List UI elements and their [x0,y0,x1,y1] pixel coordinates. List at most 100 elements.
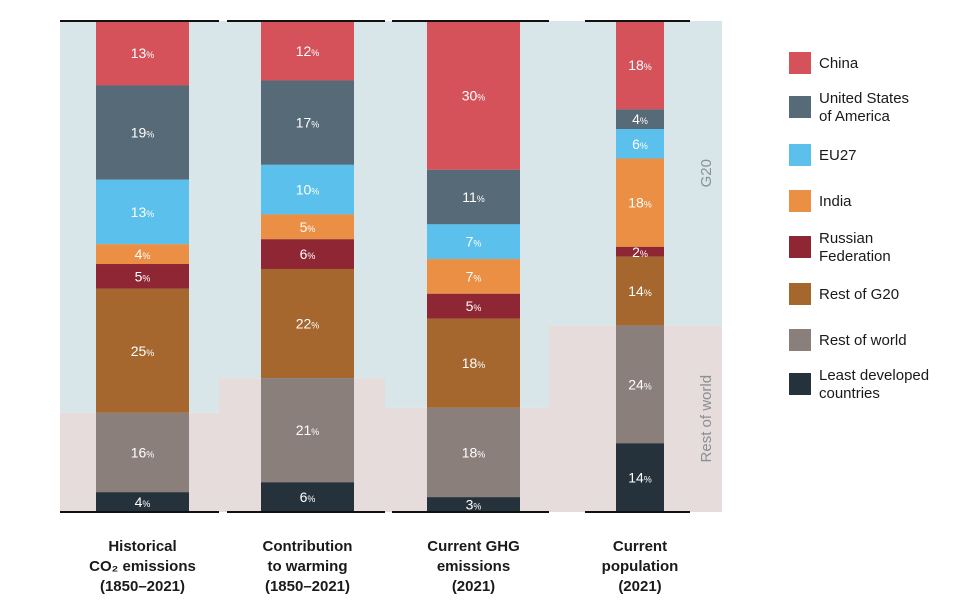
bar-value-label: 5% [300,219,316,235]
bar-value-label: 10% [296,182,320,198]
bar-segment [261,239,354,269]
bar-value-label: 24% [628,376,652,392]
bar-value-label: 16% [131,444,155,460]
bar-frame-lines [60,20,690,513]
x-tick-label: Current [613,538,667,555]
g20-background [549,21,585,326]
bar-value-label: 14% [628,470,652,486]
bar-segment [616,256,664,326]
x-tick-label: (1850–2021) [100,578,185,595]
bar-segment [96,412,189,493]
stacked-bars [96,21,664,512]
x-tick-label: CO₂ emissions [89,558,196,575]
legend-swatch [789,144,811,166]
bar-segment [616,158,664,247]
legend-label: of America [819,108,891,125]
legend-swatch [789,190,811,212]
x-tick-label: to warming [267,558,347,575]
legend-label: Russian [819,230,873,247]
bar-value-label: 18% [628,195,652,211]
bar-segment [616,443,664,512]
bar-segment [616,129,664,159]
x-tick-label: emissions [437,558,510,575]
rest-of-world-background [219,378,227,512]
bar-segment [261,268,354,379]
bar-segment [427,169,520,225]
legend-swatch [789,96,811,118]
x-tick-label: Current GHG [427,538,520,555]
bar-value-label: 3% [466,497,482,513]
group-labels: G20 Rest of world [698,159,715,462]
bar-value-label: 17% [296,115,320,131]
x-tick-label: Contribution [263,538,353,555]
bar-segment [261,214,354,240]
bar-value-label: 18% [462,355,486,371]
bar-segment [616,246,664,257]
bar-segment [427,224,520,260]
bar-value-label: 4% [135,246,151,262]
g20-background [219,21,227,379]
x-axis-labels: Historical CO₂ emissions (1850–2021) Contri… [89,538,678,595]
bar-segment [616,109,664,130]
legend-swatch [789,283,811,305]
bar-segment [96,21,189,86]
bar-segment [427,407,520,498]
legend-label: EU27 [819,147,857,164]
bar-value-label: 18% [628,57,652,73]
legend-swatch [789,329,811,351]
bar-value-label: 22% [296,316,320,332]
bar-value-label: 7% [466,268,482,284]
bar-segment [261,21,354,81]
g20-background [690,21,722,326]
x-tick-label: (2021) [618,578,661,595]
legend-label: countries [819,385,880,402]
bar-value-label: 6% [300,246,316,262]
legend-swatch [789,52,811,74]
legend-swatch [789,373,811,395]
legend-label: China [819,55,859,72]
legend-label: Rest of G20 [819,286,899,303]
segment-labels: 13% 19% 13% 4% 5% 25% 16% 4% 12% 17% 10% 5% 6% 22% 21%… [131,43,652,513]
legend-label: United States [819,90,909,107]
bar-segment [96,264,189,289]
bar-value-label: 13% [131,204,155,220]
x-tick-label: (1850–2021) [265,578,350,595]
bar-value-label: 11% [462,189,485,205]
bar-segment [96,288,189,413]
bar-segment [427,293,520,319]
rest-of-world-background [549,325,585,512]
bar-value-label: 2% [632,244,648,260]
bar-value-label: 7% [466,234,482,250]
bar-segment [427,497,520,512]
bar-segment [261,80,354,165]
legend-label: Federation [819,248,891,265]
bar-segment [96,179,189,245]
bar-segment [261,164,354,215]
legend-label: India [819,193,852,210]
x-tick-label: population [602,558,679,575]
g20-background [385,21,392,408]
group-label-g20: G20 [698,159,715,187]
legend-label: Rest of world [819,332,907,349]
bar-value-label: 30% [462,87,486,103]
bar-segment [616,21,664,110]
bar-value-label: 12% [296,43,320,59]
bar-value-label: 25% [131,343,155,359]
bar-value-label: 18% [462,444,486,460]
bar-value-label: 6% [300,489,316,505]
group-label-rest-of-world: Rest of world [698,375,715,463]
rest-of-world-background [690,325,722,512]
bar-segment [427,21,520,170]
x-tick-label: Historical [108,538,176,555]
rest-of-world-background [385,407,392,512]
bar-segment [427,259,520,294]
bar-value-label: 19% [131,125,155,141]
bar-segment [261,482,354,512]
x-tick-label: (2021) [452,578,495,595]
bar-value-label: 21% [296,422,320,438]
bar-segment [96,244,189,265]
bar-segment [96,85,189,180]
bar-value-label: 5% [135,268,151,284]
